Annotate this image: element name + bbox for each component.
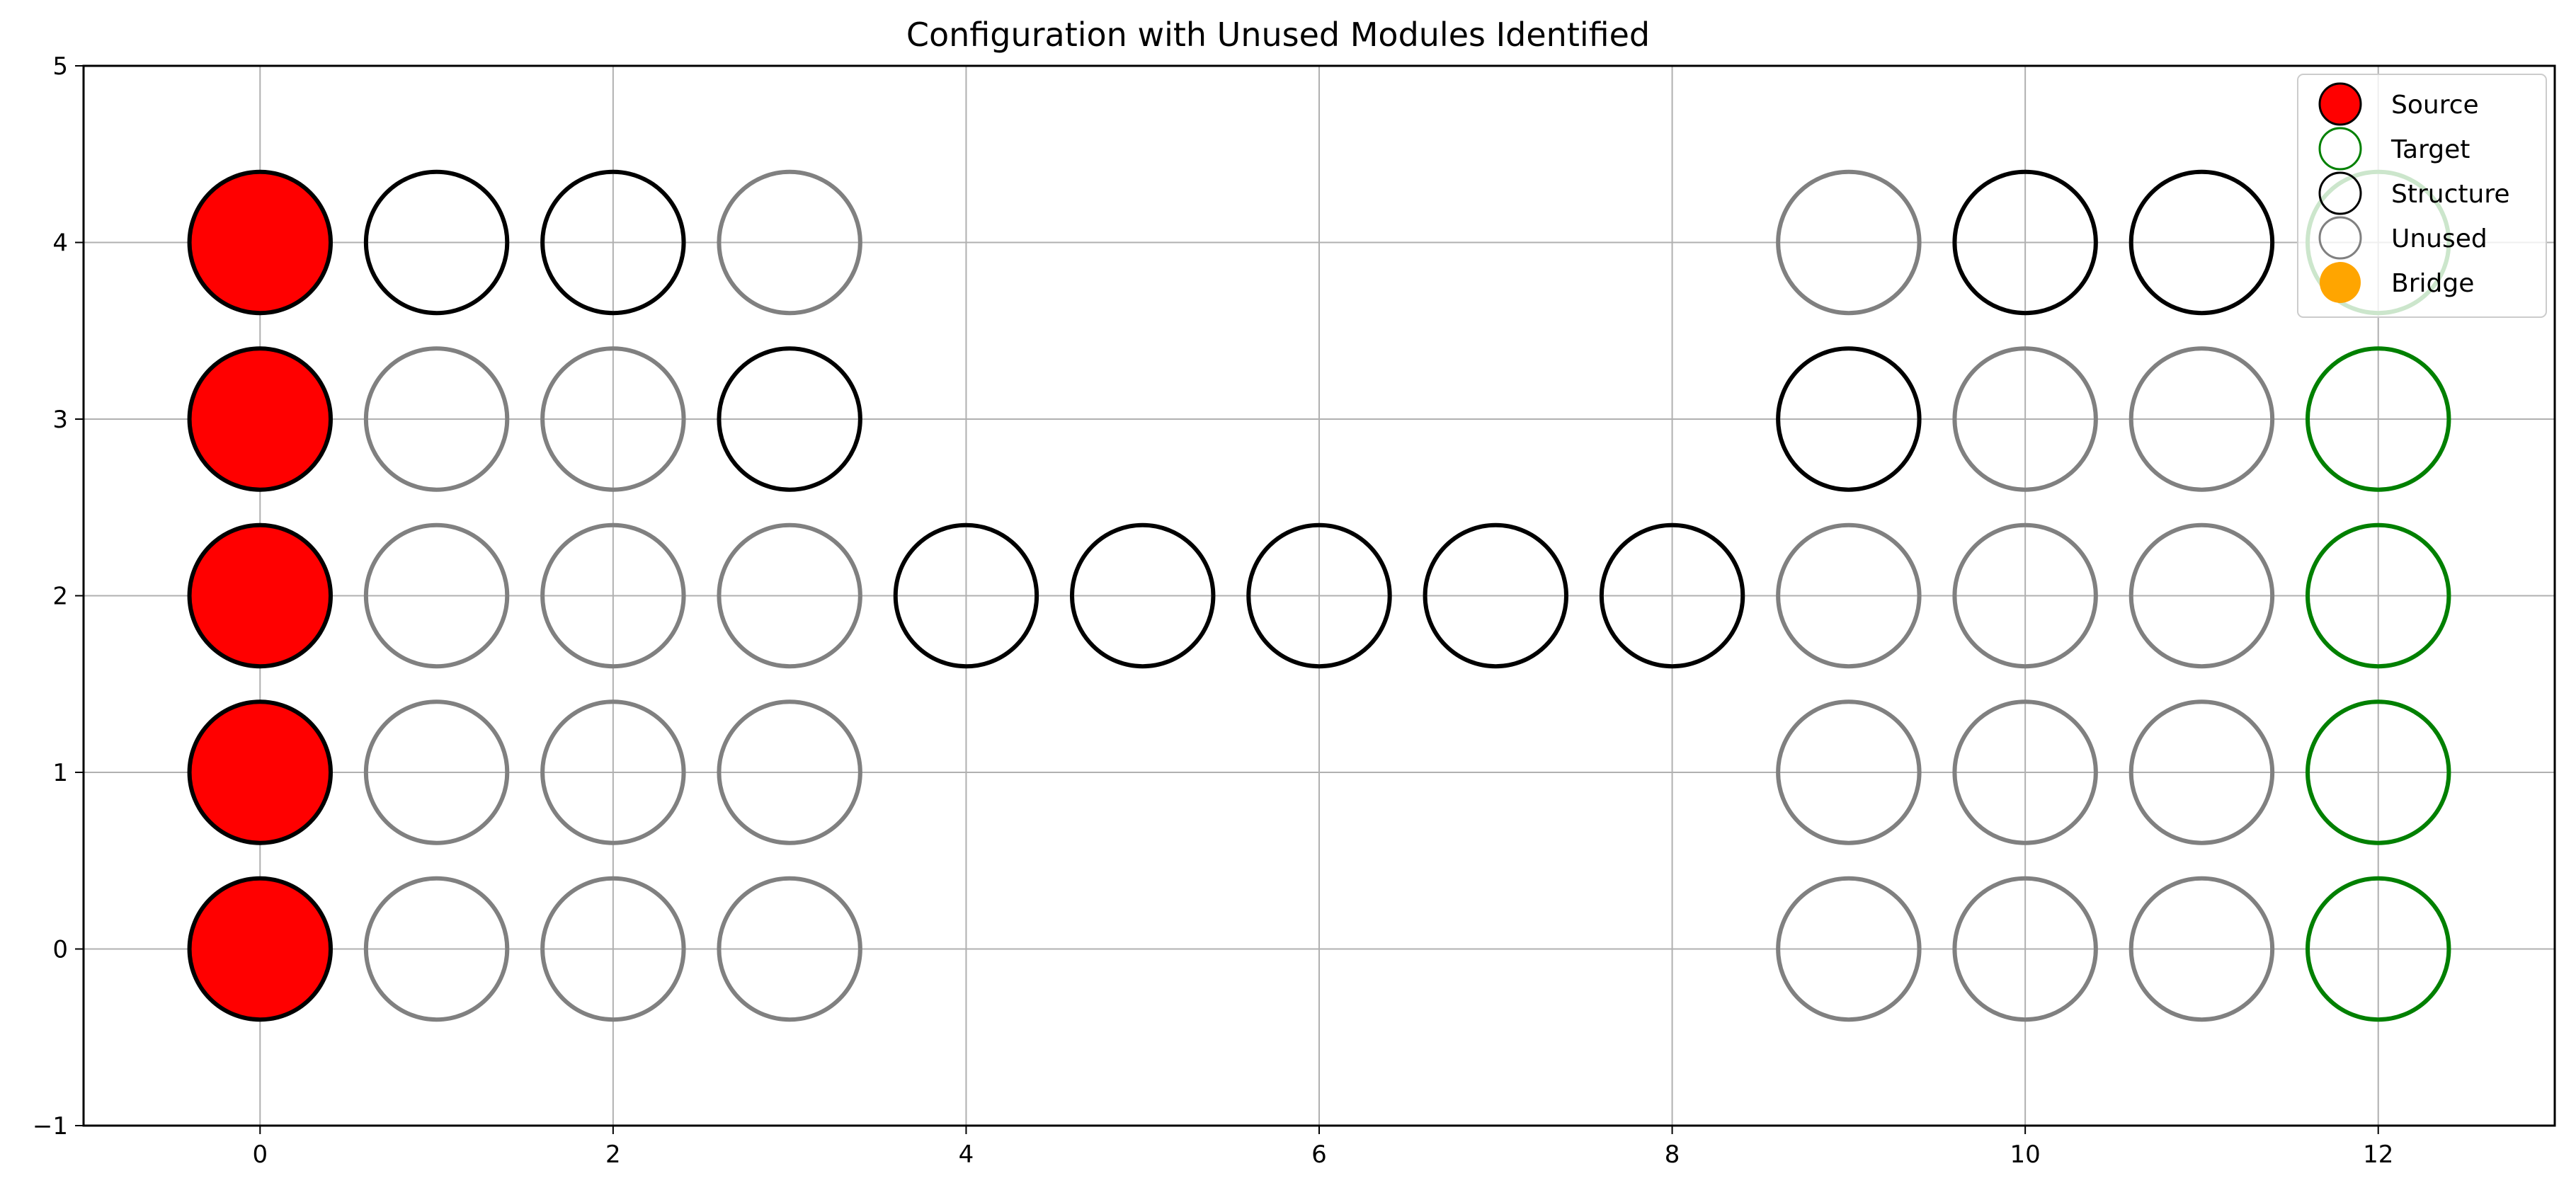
- legend-label-unused: Unused: [2391, 224, 2487, 253]
- x-tick-label-0: 0: [252, 1140, 268, 1169]
- point-structure-9: [1952, 169, 2098, 316]
- point-unused-8: [717, 876, 862, 1022]
- series-structure: [363, 169, 2275, 669]
- point-structure-7: [1599, 522, 1745, 669]
- point-unused-3: [363, 346, 510, 492]
- point-unused-10: [717, 522, 862, 669]
- legend-marker-unused: [2318, 216, 2362, 260]
- point-source-4: [187, 169, 333, 316]
- y-tick-label-3: 2: [52, 583, 68, 611]
- point-unused-23: [2128, 346, 2275, 492]
- point-source-2: [187, 522, 333, 669]
- point-unused-15: [1776, 169, 1922, 316]
- point-structure-2: [717, 346, 862, 492]
- x-tick-label-6: 12: [2363, 1140, 2393, 1169]
- point-unused-13: [1776, 699, 1922, 845]
- point-unused-17: [1952, 699, 2098, 845]
- legend-label-source: Source: [2391, 91, 2479, 120]
- x-tick-label-3: 6: [1311, 1140, 1327, 1169]
- legend: Source Target Structure Unused Bridge: [2297, 74, 2547, 318]
- y-tick-label-1: 0: [52, 936, 68, 964]
- legend-marker-target: [2318, 127, 2362, 171]
- y-tick-label-5: 4: [52, 229, 68, 258]
- legend-marker-source: [2318, 82, 2362, 126]
- legend-marker-bridge: [2320, 262, 2361, 303]
- x-tick-label-2: 4: [959, 1140, 974, 1169]
- point-unused-7: [540, 346, 686, 492]
- legend-label-structure: Structure: [2391, 180, 2509, 209]
- point-unused-5: [540, 699, 686, 845]
- x-tick-label-5: 10: [2010, 1140, 2041, 1169]
- point-unused-0: [363, 876, 510, 1022]
- grid-lines: [84, 65, 2555, 1126]
- data-points: [187, 169, 2451, 1022]
- y-tick-label-4: 3: [52, 406, 68, 434]
- x-tick-label-4: 8: [1665, 1140, 1680, 1169]
- point-unused-20: [2128, 876, 2275, 1022]
- point-unused-14: [1776, 522, 1922, 669]
- point-structure-3: [893, 522, 1039, 669]
- series-unused: [363, 169, 2275, 1022]
- point-target-3: [2306, 346, 2451, 492]
- point-unused-9: [717, 699, 862, 845]
- point-target-1: [2306, 699, 2451, 845]
- point-unused-16: [1952, 876, 2098, 1022]
- point-unused-2: [363, 522, 510, 669]
- point-source-1: [187, 699, 333, 845]
- point-unused-6: [540, 522, 686, 669]
- y-tick-label-6: 5: [52, 52, 68, 81]
- point-structure-4: [1070, 522, 1216, 669]
- point-target-0: [2306, 876, 2451, 1022]
- point-unused-21: [2128, 699, 2275, 845]
- point-structure-6: [1423, 522, 1568, 669]
- series-source: [187, 169, 333, 1022]
- point-unused-1: [363, 699, 510, 845]
- point-unused-18: [1952, 522, 2098, 669]
- point-unused-4: [540, 876, 686, 1022]
- y-tick-label-0: −1: [33, 1112, 68, 1140]
- point-structure-5: [1246, 522, 1392, 669]
- point-unused-19: [1952, 346, 2098, 492]
- legend-label-target: Target: [2390, 135, 2470, 164]
- legend-label-bridge: Bridge: [2391, 269, 2474, 298]
- legend-marker-structure: [2318, 171, 2362, 215]
- point-target-2: [2306, 522, 2451, 669]
- point-source-3: [187, 346, 333, 492]
- legend-box: [2297, 74, 2547, 318]
- y-tick-label-2: 1: [52, 759, 68, 787]
- point-structure-10: [2128, 169, 2275, 316]
- point-source-0: [187, 876, 333, 1022]
- point-unused-12: [1776, 876, 1922, 1022]
- chart-title: Configuration with Unused Modules Identi…: [906, 16, 1650, 54]
- point-structure-0: [363, 169, 510, 316]
- x-tick-label-1: 2: [605, 1140, 621, 1169]
- point-unused-22: [2128, 522, 2275, 669]
- point-structure-8: [1776, 346, 1922, 492]
- point-structure-1: [540, 169, 686, 316]
- point-unused-11: [717, 169, 862, 316]
